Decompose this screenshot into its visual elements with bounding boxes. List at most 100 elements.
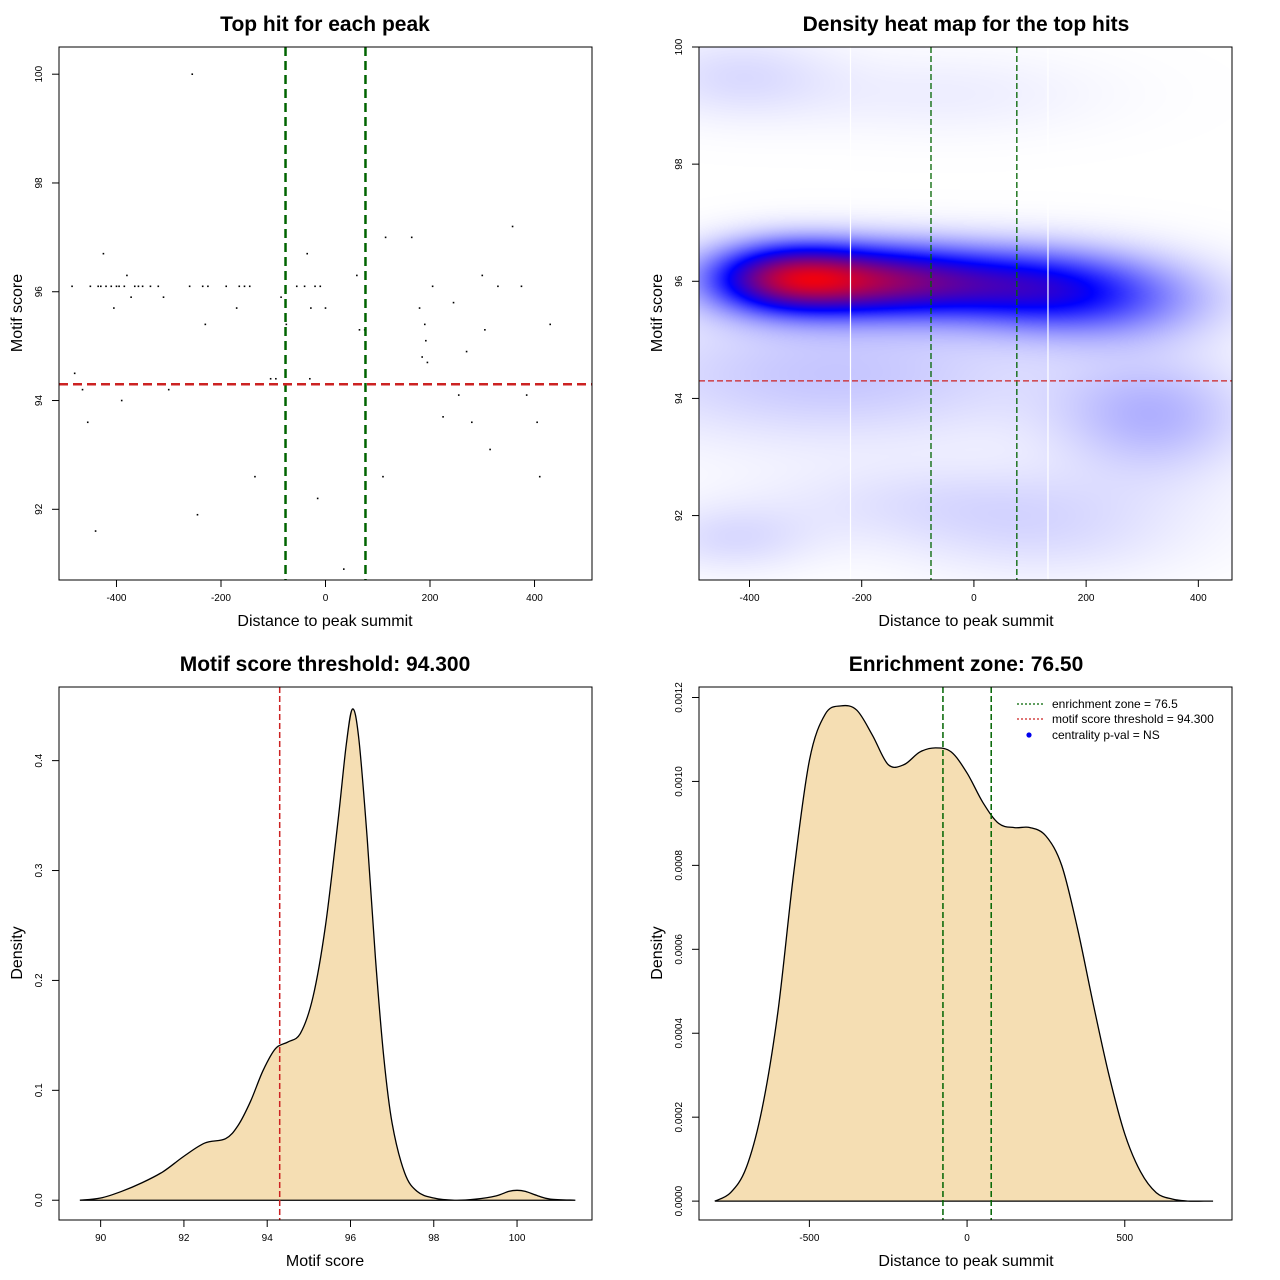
scatter-point	[97, 285, 99, 288]
x-tick-label: 98	[428, 1233, 440, 1244]
scatter-point	[191, 73, 194, 75]
scatter-point	[538, 475, 541, 478]
scatter-point	[431, 285, 434, 288]
y-ticks: 0.0000 0.0002 0.0004 0.0006 0.0008 0.0010 0.00…	[674, 682, 699, 1216]
scatter-point	[306, 252, 309, 255]
y-tick-label: 96	[674, 275, 685, 287]
plot-area	[699, 47, 1232, 580]
y-ticks: 92 94 96 98 100	[34, 65, 59, 515]
panel-distance-density: Enrichment zone: 76.50 Distance to peak …	[649, 653, 1233, 1270]
scatter-point	[71, 285, 73, 288]
density-fill	[79, 708, 576, 1201]
chart-title: Top hit for each peak	[220, 13, 430, 36]
y-tick-label: 0.3	[34, 863, 45, 877]
panel-heatmap: Density heat map for the top hits Distan…	[649, 13, 1233, 630]
scatter-point	[310, 307, 312, 309]
scatter-point	[204, 323, 207, 326]
scatter-point	[269, 377, 272, 380]
scatter-point	[520, 285, 523, 288]
scatter-point	[89, 285, 92, 288]
scatter-point	[309, 377, 311, 380]
scatter-point	[484, 329, 486, 331]
y-tick-label: 92	[674, 510, 685, 522]
x-tick-label: -200	[211, 593, 231, 604]
legend-label-enrichment: enrichment zone = 76.5	[1052, 697, 1178, 711]
y-axis-label: Motif score	[9, 274, 26, 352]
scatter-point	[280, 296, 282, 298]
y-tick-label: 92	[34, 503, 45, 515]
x-tick-label: 100	[509, 1233, 526, 1244]
scatter-point	[465, 350, 468, 353]
y-tick-label: 0.0002	[674, 1101, 685, 1132]
x-tick-label: 200	[422, 593, 439, 604]
y-tick-label: 94	[34, 395, 45, 407]
scatter-point	[137, 285, 140, 288]
scatter-point	[248, 285, 251, 288]
x-tick-label: -400	[739, 593, 759, 604]
scatter-point	[275, 377, 277, 380]
scatter-point	[356, 274, 358, 277]
chart-title: Density heat map for the top hits	[803, 13, 1130, 36]
scatter-point	[201, 285, 204, 288]
panel-score-density: Motif score threshold: 94.300 Motif scor…	[9, 653, 593, 1270]
scatter-point	[425, 339, 427, 342]
scatter-point	[254, 475, 256, 478]
x-axis-label: Motif score	[286, 1253, 364, 1270]
scatter-point	[110, 285, 113, 288]
y-tick-label: 0.2	[34, 973, 45, 987]
x-tick-label: 0	[971, 593, 977, 604]
y-tick-label: 96	[34, 286, 45, 298]
scatter-point	[81, 388, 84, 391]
y-axis-label: Density	[649, 926, 666, 979]
chart-title: Motif score threshold: 94.300	[180, 653, 471, 676]
density-curve	[79, 708, 576, 1201]
y-tick-label: 0.4	[34, 753, 45, 767]
y-tick-label: 0.0	[34, 1193, 45, 1207]
scatter-point	[382, 475, 384, 478]
y-ticks: 0.0 0.1 0.2 0.3 0.4	[34, 753, 59, 1207]
panel-scatter: Top hit for each peak Distance to peak s…	[9, 13, 593, 630]
y-tick-label: 0.0006	[674, 934, 685, 965]
y-tick-label: 0.0012	[674, 682, 685, 713]
scatter-point	[105, 285, 107, 288]
x-tick-label: -500	[799, 1233, 819, 1244]
scatter-point	[149, 285, 152, 288]
scatter-point	[489, 448, 491, 451]
legend-label-threshold: motif score threshold = 94.300	[1052, 712, 1214, 726]
scatter-point	[457, 394, 460, 396]
scatter-point	[102, 252, 105, 255]
plot-area	[714, 687, 1214, 1220]
scatter-point	[100, 285, 102, 288]
x-ticks: 90 92 94 96 98 100	[95, 1220, 526, 1244]
scatter-point	[126, 274, 128, 277]
scatter-point	[123, 285, 126, 288]
y-tick-label: 0.0004	[674, 1018, 685, 1049]
scatter-point	[423, 323, 426, 326]
scatter-point	[157, 285, 160, 288]
density-curve	[714, 704, 1214, 1202]
y-tick-label: 0.1	[34, 1083, 45, 1097]
scatter-point	[196, 513, 199, 516]
density-fill	[714, 705, 1214, 1202]
y-tick-label: 94	[674, 392, 685, 404]
scatter-point	[130, 296, 132, 298]
scatter-point	[324, 307, 327, 309]
y-ticks: 92 94 96 98 100	[674, 38, 699, 521]
scatter-point	[342, 568, 345, 570]
x-tick-label: 400	[526, 593, 543, 604]
scatter-point	[295, 285, 298, 288]
y-tick-label: 98	[674, 158, 685, 170]
x-tick-label: 96	[345, 1233, 357, 1244]
x-ticks: -400 -200 0 200 400	[739, 580, 1207, 604]
scatter-point	[536, 421, 538, 424]
scatter-point	[319, 285, 322, 288]
scatter-point	[207, 285, 209, 288]
y-axis-label: Density	[9, 926, 26, 979]
scatter-point	[442, 416, 444, 418]
scatter-point	[384, 236, 387, 239]
plot-area	[59, 47, 592, 580]
chart-title: Enrichment zone: 76.50	[849, 653, 1084, 676]
scatter-point	[133, 285, 136, 288]
scatter-point	[285, 323, 288, 326]
